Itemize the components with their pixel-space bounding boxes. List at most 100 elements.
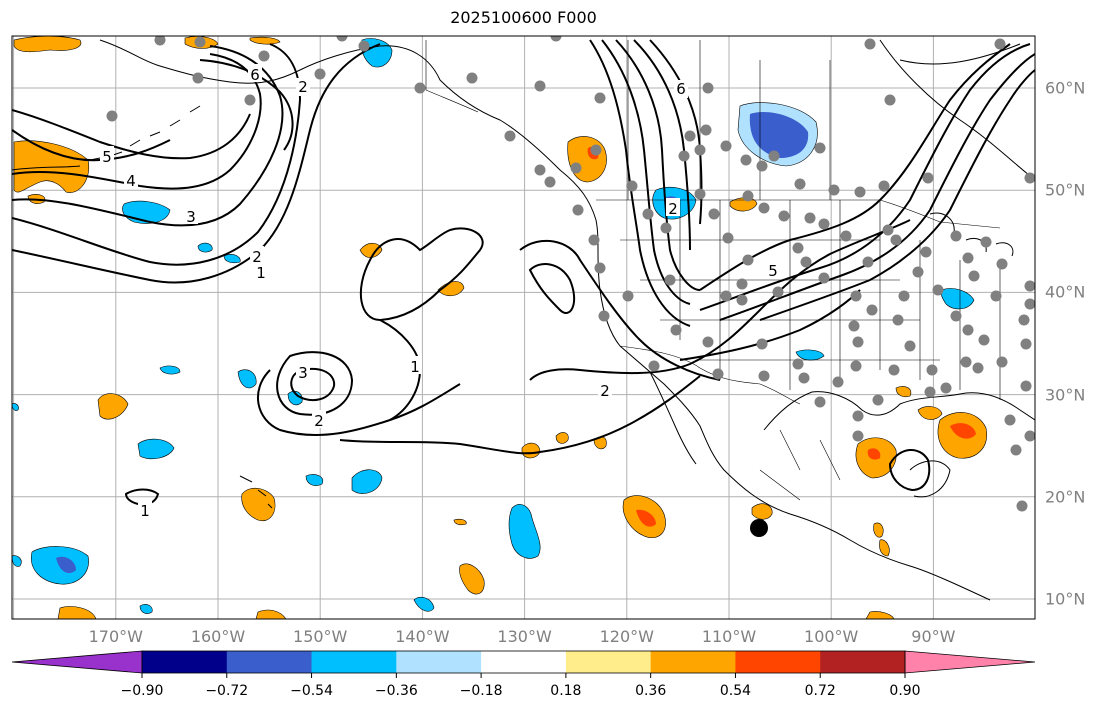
station-dot	[534, 80, 546, 92]
anomaly-blob	[13, 36, 82, 53]
station-dot	[742, 254, 754, 266]
station-dot	[940, 382, 952, 394]
contour-label: 2	[314, 412, 324, 430]
station-dot	[814, 142, 826, 154]
station-dot	[980, 236, 992, 248]
colorbar-segment	[481, 651, 567, 673]
station-dot	[850, 360, 862, 372]
station-dot	[996, 356, 1008, 368]
station-dot	[892, 314, 904, 326]
anomaly-core	[636, 509, 656, 527]
contour-label: 1	[256, 264, 266, 282]
longitude-label: 120°W	[599, 627, 654, 646]
station-dot	[740, 154, 752, 166]
contour-line	[888, 449, 931, 492]
map-title: 2025100600 F000	[450, 8, 597, 27]
station-dot	[884, 94, 896, 106]
contour-line	[339, 375, 701, 455]
station-dot	[926, 364, 938, 376]
colorbar-tick-label: −0.90	[120, 683, 164, 699]
contour-label: 3	[186, 208, 196, 226]
anomaly-blob	[729, 197, 758, 212]
station-dot	[336, 36, 348, 42]
anomaly-blob	[917, 406, 943, 420]
station-dot	[888, 364, 900, 376]
contour-label: 2	[252, 248, 262, 266]
contour-line	[290, 367, 336, 402]
station-dot	[840, 230, 852, 242]
station-dot	[962, 252, 974, 264]
station-dot	[702, 336, 714, 348]
station-dot	[670, 324, 682, 336]
station-dot	[852, 430, 864, 442]
station-dot	[1024, 172, 1035, 184]
great-lakes	[929, 212, 1014, 257]
station-dot	[154, 36, 166, 46]
station-dot	[850, 290, 862, 302]
station-dot	[534, 164, 546, 176]
contour-line	[12, 109, 251, 160]
contour-label: 4	[126, 172, 136, 190]
station-dot	[968, 270, 980, 282]
contour-line	[719, 53, 1035, 321]
station-dot	[1016, 500, 1028, 512]
station-dot	[798, 372, 810, 384]
contour-label: 6	[250, 66, 260, 84]
alaska-border	[425, 40, 479, 113]
anomaly-blob	[137, 438, 175, 460]
station-dot	[978, 334, 990, 346]
station-dot	[872, 394, 884, 406]
station-dot	[700, 124, 712, 136]
station-dot	[854, 186, 866, 198]
anomaly-blob	[139, 604, 153, 614]
station-markers	[106, 36, 1035, 512]
station-dot	[594, 262, 606, 274]
longitude-label: 110°W	[701, 627, 757, 646]
contour-line	[589, 39, 691, 327]
latitude-label: 60°N	[1045, 78, 1086, 98]
colorbar-extend-high	[904, 650, 1036, 674]
contour-label: 6	[676, 80, 686, 98]
station-dot	[912, 266, 924, 278]
station-dot	[708, 208, 720, 220]
anomaly-blob	[197, 242, 213, 253]
station-dot	[626, 180, 638, 192]
anomaly-blob	[521, 442, 541, 459]
station-dot	[890, 234, 902, 246]
colorbar-tick-label: 0.36	[635, 683, 667, 699]
anomaly-blob	[249, 36, 281, 45]
station-dot	[720, 290, 732, 302]
station-dot	[996, 258, 1008, 270]
colorbar-segment	[142, 651, 228, 673]
station-dot	[818, 272, 830, 284]
anomaly-blob	[241, 487, 276, 522]
station-dot	[722, 232, 734, 244]
station-dot	[642, 208, 654, 220]
station-dot	[684, 130, 696, 142]
station-dot	[990, 290, 1002, 302]
station-dot	[1018, 314, 1030, 326]
contour-label: 1	[410, 358, 420, 376]
colorbar-tick-label: 0.90	[889, 683, 921, 699]
station-dot	[832, 376, 844, 388]
station-dot	[550, 36, 562, 42]
station-dot	[664, 274, 676, 286]
station-dot	[950, 230, 962, 242]
station-dot	[864, 38, 876, 50]
station-dot	[922, 172, 934, 184]
anomaly-blob	[413, 596, 435, 612]
station-dot	[572, 204, 584, 216]
anomaly-blob	[305, 474, 324, 486]
contour-line	[276, 351, 354, 416]
colorbar-segment	[311, 651, 397, 673]
anomaly-blob	[459, 563, 485, 595]
contour-line	[529, 219, 911, 381]
contour-line	[615, 39, 701, 291]
contour-label: 2	[600, 382, 610, 400]
station-dot	[660, 222, 672, 234]
station-dot	[678, 150, 690, 162]
colorbar-tick-label: −0.18	[459, 683, 503, 699]
station-dot	[920, 246, 932, 258]
coastlines	[12, 39, 1035, 601]
station-dot	[814, 396, 826, 408]
